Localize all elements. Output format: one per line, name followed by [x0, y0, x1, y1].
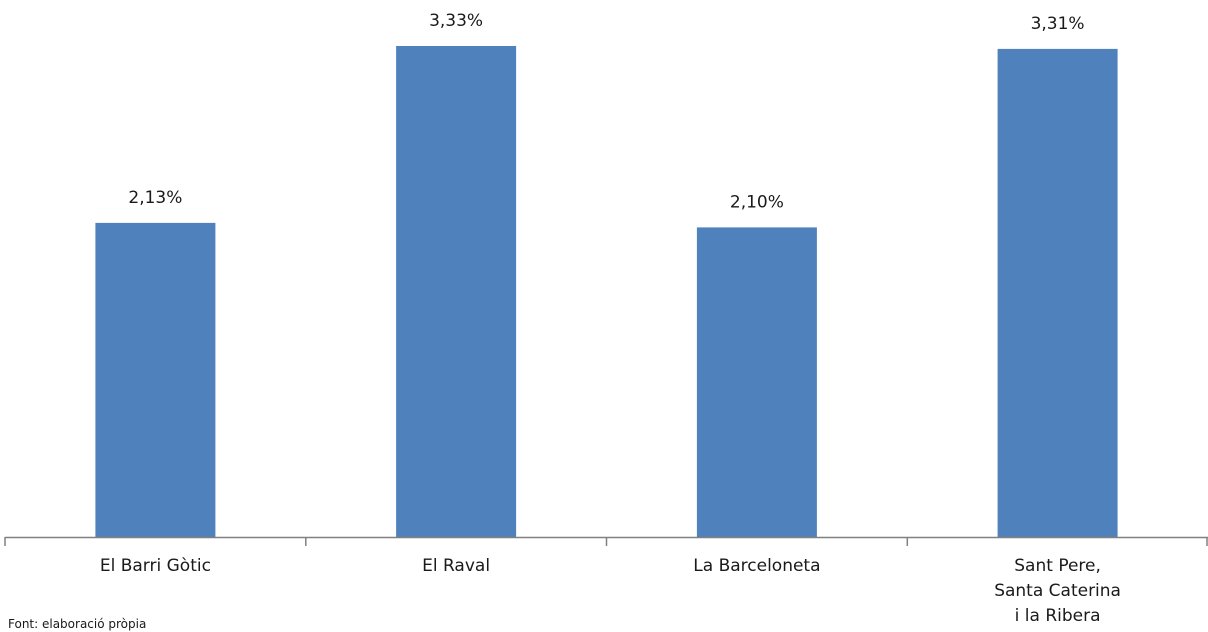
- bar: [396, 46, 517, 537]
- x-tick-label: El Barri Gòtic: [100, 556, 211, 576]
- bar: [696, 227, 817, 537]
- data-label: 3,33%: [429, 11, 483, 31]
- bar: [997, 48, 1118, 538]
- data-label: 2,10%: [730, 192, 784, 212]
- x-tick-labels: El Barri Gòtic El Raval La Barceloneta Sant…: [100, 556, 1121, 626]
- data-label: 2,13%: [128, 188, 182, 208]
- x-axis: [4, 536, 1208, 546]
- x-tick-label: Sant Pere, Santa Caterina i la Ribera: [994, 556, 1121, 626]
- x-tick-label: La Barceloneta: [693, 556, 820, 576]
- source-note: Font: elaboració pròpia: [8, 617, 147, 631]
- bar: [95, 222, 216, 537]
- data-labels-layer: 2,13% 3,33% 2,10% 3,31%: [128, 11, 1084, 212]
- bars-layer: [95, 46, 1118, 538]
- x-tick-label: El Raval: [422, 556, 490, 576]
- data-label: 3,31%: [1031, 14, 1085, 34]
